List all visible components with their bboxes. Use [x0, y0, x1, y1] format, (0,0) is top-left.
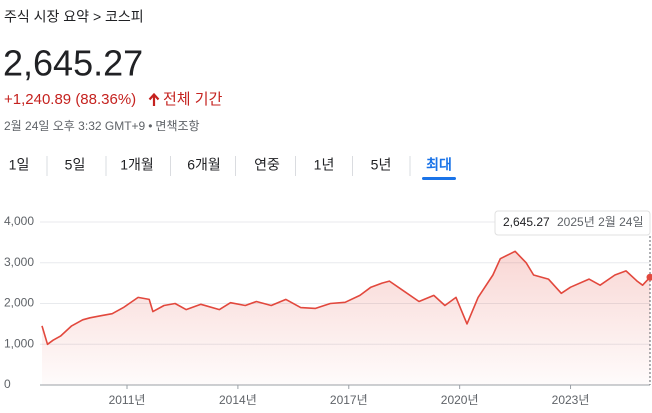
- y-tick-label: 4,000: [4, 214, 34, 228]
- price: 2,645.27: [3, 43, 143, 84]
- timestamp: 2월 24일 오후 3:32 GMT+9 • 면책조항: [4, 118, 200, 133]
- y-tick-label: 2,000: [4, 296, 34, 310]
- tab[interactable]: 최대: [426, 157, 452, 173]
- x-tick-label: 2017년: [330, 393, 368, 407]
- tab[interactable]: 1년: [314, 157, 335, 173]
- tooltip-date: 2025년 2월 24일: [557, 215, 644, 229]
- x-tick-label: 2011년: [109, 393, 146, 407]
- change: +1,240.89 (88.36%): [4, 91, 136, 108]
- tab[interactable]: 6개월: [187, 157, 221, 173]
- price-line: [41, 250, 651, 346]
- x-tick-label: 2020년: [441, 393, 479, 407]
- tab[interactable]: 1일: [9, 157, 30, 173]
- tab[interactable]: 1개월: [120, 157, 154, 173]
- tab-underline: [422, 177, 456, 180]
- area-fill: [42, 251, 650, 385]
- separator: •: [148, 119, 152, 133]
- tooltip-box: [494, 210, 651, 236]
- y-tick-label: 0: [4, 377, 11, 391]
- breadcrumb: 주식 시장 요약 > 코스피: [4, 9, 144, 25]
- tooltip-value: 2,645.27: [503, 215, 550, 229]
- disclaimer-link[interactable]: 면책조항: [155, 118, 199, 133]
- y-tick-label: 1,000: [4, 336, 34, 350]
- hover-dot: [646, 273, 652, 281]
- up-arrow: [148, 92, 160, 106]
- time: 2월 24일 오후 3:32 GMT+9: [4, 119, 146, 133]
- tab[interactable]: 연중: [254, 157, 280, 173]
- x-tick-label: 2014년: [219, 393, 257, 407]
- tab[interactable]: 5년: [371, 157, 392, 173]
- x-tick-label: 2023년: [552, 393, 590, 407]
- period: 전체 기간: [163, 91, 223, 108]
- y-tick-label: 3,000: [4, 255, 34, 269]
- tab[interactable]: 5일: [65, 157, 86, 173]
